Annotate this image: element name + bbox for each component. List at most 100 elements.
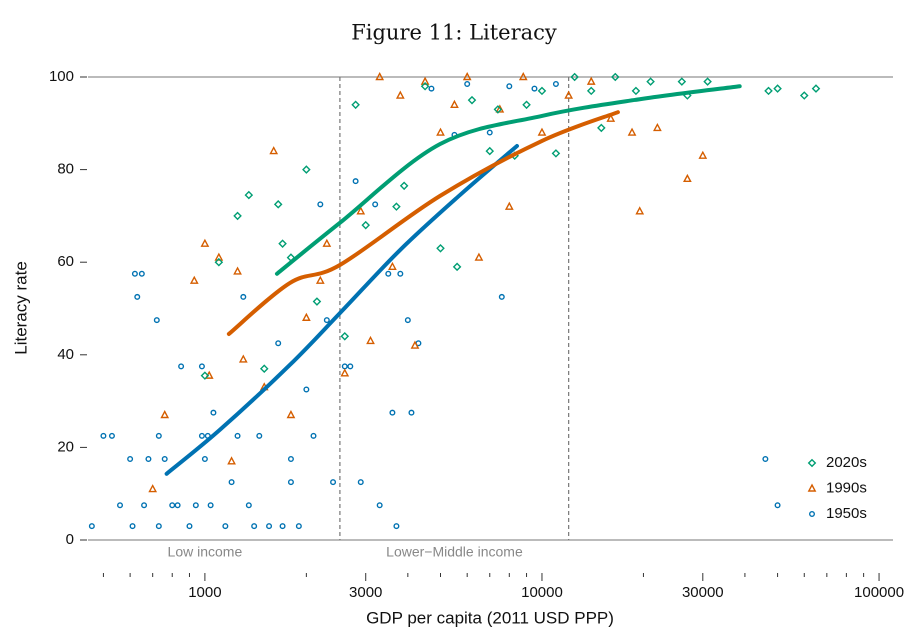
point (551, 149, 561, 158)
point (245, 502, 252, 509)
point (214, 257, 224, 267)
point (631, 86, 641, 96)
y-tick-label: 60 (57, 253, 74, 270)
y-tick-label: 100 (49, 68, 74, 85)
point (356, 206, 366, 215)
point (464, 80, 471, 87)
annotation: Lower−Middle income (386, 544, 523, 560)
point (404, 317, 411, 324)
point (428, 85, 435, 92)
point (351, 100, 360, 110)
point (322, 238, 332, 247)
point (279, 523, 286, 530)
point (627, 127, 637, 136)
point (467, 95, 477, 105)
point (222, 523, 229, 530)
point (161, 455, 168, 462)
legend-marker (807, 458, 817, 468)
point (635, 206, 645, 215)
point (214, 252, 224, 261)
point (586, 86, 596, 96)
point (393, 523, 400, 530)
point (506, 83, 513, 90)
point (420, 76, 430, 85)
point (317, 201, 324, 208)
point (169, 502, 176, 509)
x-tick-label: 10000 (521, 584, 563, 601)
y-tick-label: 40 (57, 346, 74, 363)
point (375, 72, 385, 81)
point (420, 81, 430, 91)
point (570, 72, 579, 82)
point (141, 502, 148, 509)
point (452, 262, 462, 272)
point (275, 340, 282, 347)
point (537, 86, 547, 96)
point (341, 363, 348, 370)
point (88, 523, 95, 530)
point (207, 502, 214, 509)
point (698, 150, 708, 159)
point (522, 100, 531, 110)
y-tick-label: 0 (66, 531, 74, 548)
point (134, 293, 141, 300)
point (233, 266, 242, 275)
point (552, 80, 559, 87)
point (399, 181, 409, 191)
point (189, 275, 199, 284)
fit-line (226, 110, 620, 336)
point (198, 363, 205, 370)
point (436, 244, 445, 253)
point (388, 261, 397, 271)
point (653, 122, 662, 132)
point (302, 165, 311, 174)
point (269, 146, 279, 155)
point (385, 270, 392, 277)
point (233, 211, 242, 221)
point (376, 502, 383, 509)
chart-title: Figure 11: Literacy (351, 21, 557, 45)
point (330, 479, 337, 486)
y-tick-label: 20 (57, 438, 74, 455)
point (361, 220, 371, 230)
point (148, 484, 158, 493)
point (357, 479, 364, 486)
x-tick-label: 3000 (349, 584, 382, 601)
point (450, 99, 459, 108)
point (186, 523, 193, 530)
y-axis-label: Literacy rate (11, 261, 30, 355)
point (127, 455, 134, 462)
y-tick-label: 80 (57, 161, 74, 178)
point (301, 312, 311, 321)
point (210, 409, 217, 416)
legend-label: 1950s (826, 505, 867, 522)
point (117, 502, 124, 509)
point (145, 455, 152, 462)
point (677, 77, 687, 86)
point (340, 331, 350, 341)
point (234, 432, 241, 439)
point (278, 239, 287, 248)
point (227, 456, 236, 465)
point (131, 270, 138, 277)
point (408, 409, 415, 416)
point (683, 173, 692, 183)
point (773, 84, 782, 93)
point (286, 410, 296, 419)
fit-line (164, 143, 519, 476)
point (462, 72, 472, 81)
point (238, 354, 248, 363)
point (347, 363, 354, 370)
point (295, 523, 302, 530)
point (323, 317, 330, 324)
point (474, 252, 484, 261)
point (240, 293, 247, 300)
point (201, 455, 208, 462)
point (485, 146, 495, 156)
point (774, 502, 781, 509)
legend-marker (807, 483, 817, 492)
point (200, 238, 210, 247)
point (160, 410, 170, 419)
point (310, 432, 317, 439)
